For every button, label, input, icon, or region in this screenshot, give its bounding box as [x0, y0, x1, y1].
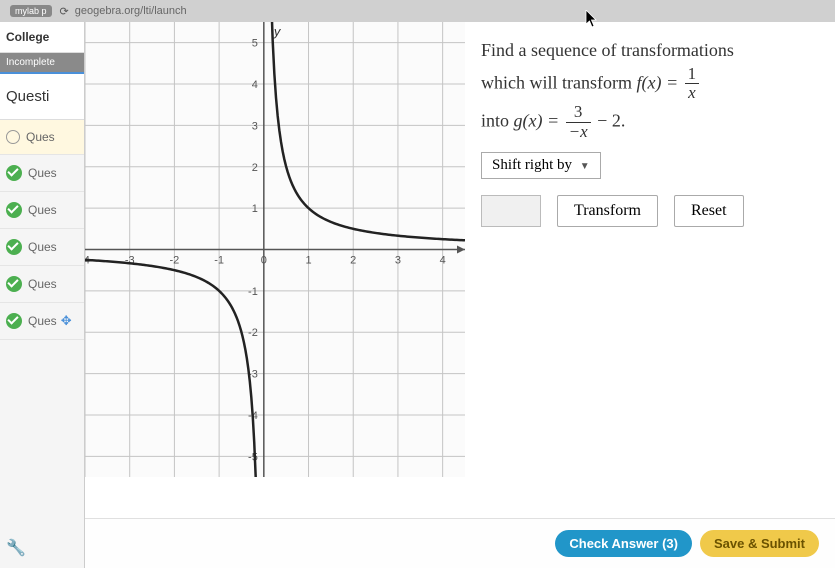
course-header: College [0, 22, 84, 53]
question-label: Ques [28, 166, 57, 180]
graph-panel[interactable]: -4-3-2-101234-5-4-3-2-112345y [85, 22, 465, 477]
status-check-icon [6, 313, 22, 329]
prompt-line2a: which will transform [481, 72, 636, 92]
incomplete-label: Incomplete [0, 53, 84, 72]
value-input[interactable] [481, 195, 541, 227]
footer: Check Answer (3) Save & Submit [85, 518, 835, 568]
f-lhs: f(x) = [636, 72, 682, 92]
question-section-title: Questi [0, 74, 84, 120]
question-item-4[interactable]: Ques [0, 229, 84, 266]
f-numer: 1 [685, 65, 700, 85]
svg-text:3: 3 [395, 255, 401, 267]
question-item-2[interactable]: Ques [0, 155, 84, 192]
svg-text:2: 2 [252, 162, 258, 174]
g-fraction: 3 −x [566, 103, 591, 141]
g-denom: −x [566, 123, 591, 142]
svg-text:-5: -5 [248, 451, 258, 463]
content-area: -4-3-2-101234-5-4-3-2-112345y Find a seq… [85, 22, 835, 568]
f-denom: x [685, 84, 700, 103]
svg-text:3: 3 [252, 120, 258, 132]
svg-text:4: 4 [440, 255, 446, 267]
chevron-down-icon: ▼ [580, 161, 590, 172]
sidebar: College Incomplete Questi Ques Ques Ques… [0, 22, 85, 568]
reload-icon[interactable]: ⟳ [60, 5, 69, 18]
status-check-icon [6, 165, 22, 181]
dropdown-label: Shift right by [492, 157, 572, 173]
svg-text:2: 2 [350, 255, 356, 267]
question-panel: Find a sequence of transformations which… [465, 22, 835, 518]
g-tail: − 2. [597, 110, 625, 130]
transform-button[interactable]: Transform [557, 195, 658, 227]
svg-text:1: 1 [252, 203, 258, 215]
question-label: Ques [28, 203, 57, 217]
question-item-6[interactable]: Ques ✥ [0, 303, 84, 340]
url-text: geogebra.org/lti/launch [75, 5, 187, 17]
g-numer: 3 [566, 103, 591, 123]
browser-bar: mylab p ⟳ geogebra.org/lti/launch [0, 0, 835, 22]
tab-badge: mylab p [10, 5, 52, 17]
svg-text:1: 1 [305, 255, 311, 267]
question-label: Ques [28, 240, 57, 254]
transformation-dropdown[interactable]: Shift right by ▼ [481, 152, 601, 179]
svg-text:4: 4 [252, 79, 258, 91]
g-lhs: g(x) = [514, 110, 564, 130]
tool-icon[interactable]: 🔧 [0, 528, 84, 568]
question-item-3[interactable]: Ques [0, 192, 84, 229]
status-check-icon [6, 276, 22, 292]
question-label: Ques [26, 130, 55, 144]
svg-text:-2: -2 [170, 255, 180, 267]
graph-svg: -4-3-2-101234-5-4-3-2-112345y [85, 22, 465, 477]
into-text: into [481, 110, 514, 130]
svg-text:0: 0 [261, 255, 267, 267]
save-submit-button[interactable]: Save & Submit [700, 530, 819, 557]
question-label: Ques [28, 277, 57, 291]
move-icon: ✥ [61, 313, 72, 329]
question-label: Ques [28, 314, 57, 328]
status-check-icon [6, 202, 22, 218]
svg-text:-2: -2 [248, 327, 258, 339]
prompt-line1: Find a sequence of transformations [481, 40, 734, 60]
status-check-icon [6, 239, 22, 255]
check-answer-button[interactable]: Check Answer (3) [555, 530, 692, 557]
svg-text:5: 5 [252, 38, 258, 50]
question-item-1[interactable]: Ques [0, 120, 84, 155]
svg-text:-1: -1 [248, 286, 258, 298]
question-item-5[interactable]: Ques [0, 266, 84, 303]
status-open-icon [6, 130, 20, 144]
svg-text:-1: -1 [214, 255, 224, 267]
reset-button[interactable]: Reset [674, 195, 744, 227]
f-fraction: 1 x [685, 65, 700, 103]
